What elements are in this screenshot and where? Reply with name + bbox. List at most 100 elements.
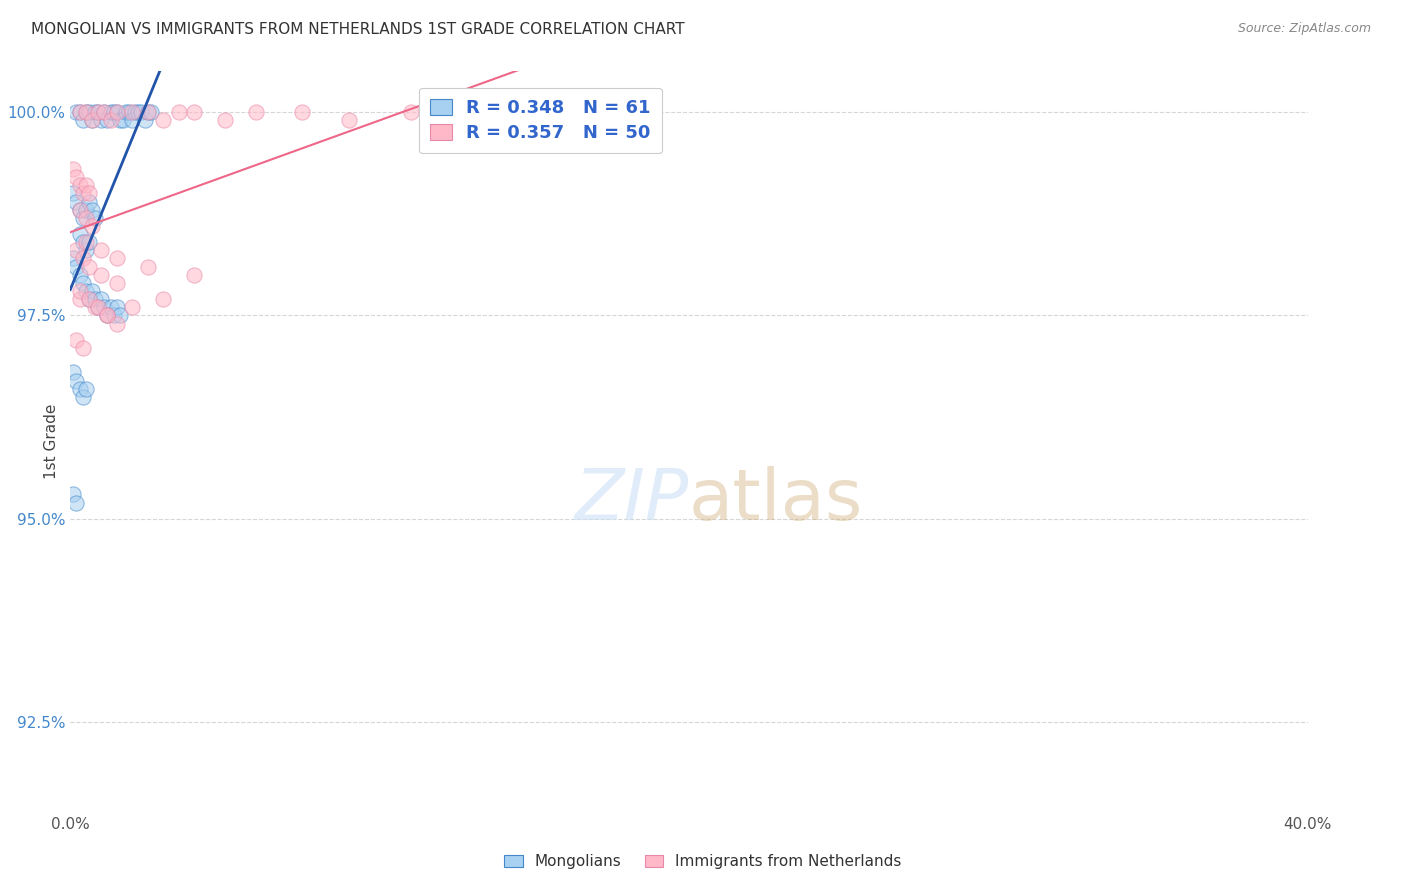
Point — [69, 382, 91, 396]
Point — [96, 309, 118, 323]
Point — [62, 252, 84, 266]
Point — [77, 105, 100, 120]
Legend: Mongolians, Immigrants from Netherlands: Mongolians, Immigrants from Netherlands — [498, 848, 908, 875]
Point — [65, 495, 87, 509]
Point — [108, 309, 131, 323]
Point — [84, 292, 107, 306]
Point — [72, 390, 94, 404]
Point — [65, 333, 87, 347]
Point — [72, 235, 94, 250]
Point — [121, 105, 143, 120]
Point — [167, 105, 190, 120]
Text: MONGOLIAN VS IMMIGRANTS FROM NETHERLANDS 1ST GRADE CORRELATION CHART: MONGOLIAN VS IMMIGRANTS FROM NETHERLANDS… — [31, 22, 685, 37]
Point — [90, 113, 112, 128]
Point — [84, 301, 107, 315]
Point — [492, 113, 515, 128]
Point — [84, 105, 107, 120]
Point — [152, 292, 174, 306]
Point — [72, 113, 94, 128]
Point — [121, 113, 143, 128]
Point — [118, 105, 141, 120]
Point — [121, 301, 143, 315]
Point — [69, 105, 91, 120]
Point — [72, 341, 94, 355]
Point — [75, 235, 97, 250]
Point — [69, 268, 91, 282]
Point — [87, 105, 110, 120]
Point — [124, 105, 146, 120]
Point — [93, 105, 115, 120]
Point — [96, 309, 118, 323]
Point — [136, 260, 159, 274]
Point — [77, 194, 100, 209]
Point — [65, 105, 87, 120]
Point — [105, 105, 128, 120]
Point — [77, 292, 100, 306]
Point — [84, 211, 107, 225]
Text: ZIP: ZIP — [575, 467, 689, 535]
Point — [96, 113, 118, 128]
Point — [245, 105, 267, 120]
Point — [69, 284, 91, 298]
Point — [75, 202, 97, 217]
Point — [72, 276, 94, 290]
Point — [80, 113, 103, 128]
Point — [90, 268, 112, 282]
Point — [90, 292, 112, 306]
Point — [62, 186, 84, 201]
Point — [69, 202, 91, 217]
Point — [75, 178, 97, 193]
Point — [93, 301, 115, 315]
Point — [100, 301, 122, 315]
Point — [69, 227, 91, 241]
Point — [75, 105, 97, 120]
Point — [152, 113, 174, 128]
Point — [75, 244, 97, 258]
Point — [69, 178, 91, 193]
Point — [65, 374, 87, 388]
Point — [399, 105, 422, 120]
Point — [105, 301, 128, 315]
Point — [87, 301, 110, 315]
Point — [214, 113, 236, 128]
Point — [80, 219, 103, 233]
Point — [100, 105, 122, 120]
Point — [77, 186, 100, 201]
Point — [461, 105, 484, 120]
Point — [87, 301, 110, 315]
Point — [80, 202, 103, 217]
Point — [131, 105, 153, 120]
Point — [65, 260, 87, 274]
Point — [105, 317, 128, 331]
Y-axis label: 1st Grade: 1st Grade — [44, 404, 59, 479]
Point — [87, 105, 110, 120]
Point — [337, 113, 360, 128]
Point — [75, 382, 97, 396]
Point — [90, 244, 112, 258]
Text: Source: ZipAtlas.com: Source: ZipAtlas.com — [1237, 22, 1371, 36]
Point — [127, 105, 149, 120]
Point — [183, 268, 205, 282]
Point — [291, 105, 314, 120]
Point — [72, 252, 94, 266]
Point — [136, 105, 159, 120]
Point — [183, 105, 205, 120]
Point — [115, 105, 138, 120]
Point — [77, 292, 100, 306]
Point — [72, 211, 94, 225]
Text: atlas: atlas — [689, 467, 863, 535]
Point — [111, 113, 134, 128]
Point — [65, 170, 87, 185]
Point — [62, 365, 84, 379]
Point — [75, 211, 97, 225]
Point — [105, 105, 128, 120]
Point — [134, 113, 156, 128]
Point — [80, 113, 103, 128]
Point — [108, 113, 131, 128]
Point — [105, 252, 128, 266]
Legend: R = 0.348   N = 61, R = 0.357   N = 50: R = 0.348 N = 61, R = 0.357 N = 50 — [419, 87, 662, 153]
Point — [65, 194, 87, 209]
Point — [65, 244, 87, 258]
Point — [69, 292, 91, 306]
Point — [75, 284, 97, 298]
